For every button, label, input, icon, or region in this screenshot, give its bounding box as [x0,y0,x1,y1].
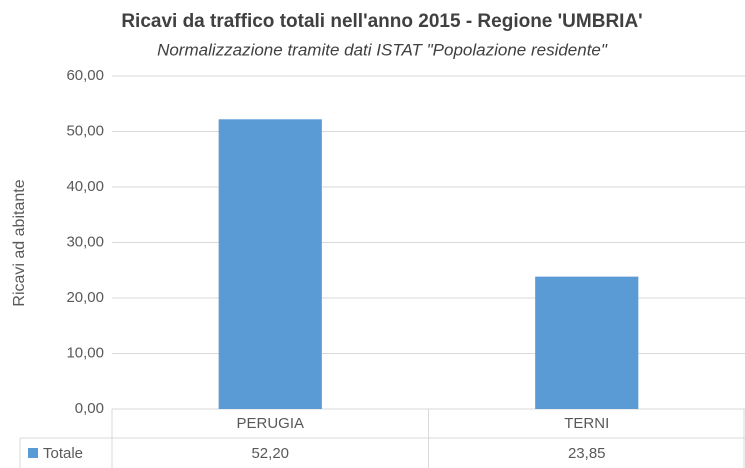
x-tick-label: TERNI [564,415,609,432]
y-tick-label: 0,00 [75,400,104,417]
chart-title: Ricavi da traffico totali nell'anno 2015… [121,11,642,32]
table-value: 52,20 [251,445,289,462]
y-tick-label: 20,00 [66,289,104,306]
bar [535,276,639,409]
y-axis-label: Ricavi ad abitante [11,179,28,306]
y-tick-label: 30,00 [66,233,104,250]
bar [218,119,322,409]
y-tick-label: 60,00 [66,67,104,84]
table-value: 23,85 [568,445,606,462]
legend-label: Totale [43,445,83,462]
y-tick-label: 50,00 [66,122,104,139]
y-tick-label: 40,00 [66,178,104,195]
x-tick-label: PERUGIA [236,415,304,432]
legend-swatch [28,448,38,458]
chart-subtitle: Normalizzazione tramite dati ISTAT "Popo… [157,40,608,59]
y-tick-label: 10,00 [66,344,104,361]
